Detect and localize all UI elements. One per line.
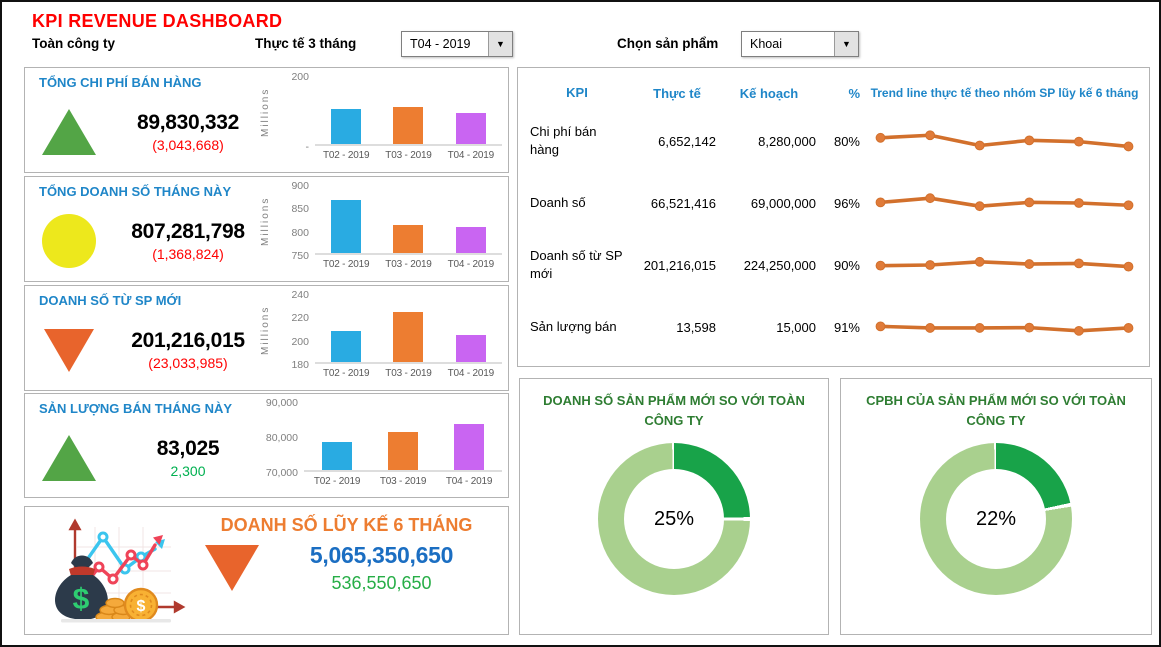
trend-sparkline-cost (868, 110, 1141, 172)
triangle-up-icon (35, 109, 103, 155)
y-axis-ticks: 900 850 800 750 (291, 180, 309, 262)
kpi-value: 89,830,332 (136, 111, 240, 134)
row-actual: 201,216,015 (643, 257, 716, 273)
bar-plot: T02 - 2019 T03 - 2019 T04 - 2019 (315, 76, 502, 166)
table-row: Sản lượng bán 13,598 15,000 91% (530, 296, 862, 358)
kpi-block: 83,025 2,300 (35, 424, 273, 492)
triangle-down-icon (197, 545, 267, 591)
kpi-card-title: TỔNG CHI PHÍ BÁN HÀNG (39, 75, 202, 90)
donut-percent-label: 22% (975, 507, 1017, 530)
row-percent: 96% (833, 195, 860, 211)
kpi-variance: (1,368,824) (152, 246, 224, 262)
kpi-block: 201,216,015 (23,033,985) (35, 316, 273, 384)
cumulative-revenue-card: $ $ DOANH SỐ LŨY KẾ 6 THÁNG 5,065,350,65… (24, 506, 509, 635)
kpi-variance: 2,300 (170, 463, 206, 479)
product-dropdown-value[interactable]: Khoai (742, 32, 834, 56)
row-name: Doanh số từ SP mới (530, 248, 623, 281)
column-header-percent: % (848, 85, 860, 101)
row-name: Doanh số (530, 195, 586, 211)
kpi-value: 83,025 (156, 437, 220, 460)
page-title: KPI REVENUE DASHBOARD (32, 11, 283, 31)
triangle-up-icon (35, 435, 103, 481)
column-header-actual: Thực tế (653, 85, 701, 101)
row-actual: 6,652,142 (658, 133, 716, 149)
row-plan: 69,000,000 (750, 195, 816, 211)
trend-sparkline-revenue (868, 172, 1141, 234)
month-dropdown-value[interactable]: T04 - 2019 (402, 32, 488, 56)
kpi-card-title: DOANH SỐ TỪ SP MỚI (39, 293, 182, 308)
kpi-card-title: SẢN LƯỢNG BÁN THÁNG NÀY (39, 401, 233, 416)
kpi-summary-panel: KPI Thực tế Kế hoạch % Chi phí bán hàng … (517, 67, 1150, 367)
bar-plot: T02 - 2019 T03 - 2019 T04 - 2019 (315, 294, 502, 384)
month-dropdown[interactable]: T04 - 2019 ▼ (401, 31, 513, 57)
y-axis-unit-label: Millions (260, 305, 271, 355)
donut-percent-label: 25% (653, 507, 695, 530)
kpi-table: KPI Thực tế Kế hoạch % Chi phí bán hàng … (530, 76, 862, 358)
product-dropdown[interactable]: Khoai ▼ (741, 31, 859, 57)
money-bag-illustration: $ $ (55, 518, 186, 623)
kpi-card-new-product-revenue: DOANH SỐ TỪ SP MỚI 201,216,015 (23,033,9… (24, 285, 509, 391)
kpi-variance: (3,043,668) (152, 137, 224, 153)
donut-chart-revenue-share: 25% (598, 443, 750, 596)
kpi-variance: (23,033,985) (148, 355, 228, 371)
row-name: Chi phí bán hàng (530, 124, 597, 157)
table-row: Doanh số từ SP mới 201,216,015 224,250,0… (530, 234, 862, 296)
chevron-down-icon[interactable]: ▼ (488, 32, 512, 56)
y-axis-unit-label: Millions (260, 87, 271, 137)
kpi-card-total-cost: TỔNG CHI PHÍ BÁN HÀNG 89,830,332 (3,043,… (24, 67, 509, 173)
kpi-card-title: TỔNG DOANH SỐ THÁNG NÀY (39, 184, 232, 199)
donut-chart-cost-share: 22% (920, 443, 1072, 596)
kpi-block: 89,830,332 (3,043,668) (35, 98, 273, 166)
row-percent: 91% (833, 319, 860, 335)
kpi-table-header: KPI Thực tế Kế hoạch % (530, 76, 862, 110)
donut-panel-revenue-share: DOANH SỐ SẢN PHẨM MỚI SO VỚI TOÀN CÔNG T… (519, 378, 829, 635)
bar-plot: T02 - 2019 T03 - 2019 T04 - 2019 (304, 402, 502, 492)
trend-lines-section: Trend line thực tế theo nhóm SP lũy kế 6… (868, 76, 1141, 358)
chevron-down-icon[interactable]: ▼ (834, 32, 858, 56)
row-actual: 66,521,416 (650, 195, 716, 211)
mini-bar-chart-volume: 90,000 80,000 70,000 T02 - 2019 T03 - 2019 T… (260, 397, 502, 494)
y-axis-ticks: 90,000 80,000 70,000 (265, 397, 298, 479)
table-row: Doanh số 66,521,416 69,000,000 96% (530, 172, 862, 234)
bar-plot: T02 - 2019 T03 - 2019 T04 - 2019 (315, 185, 502, 275)
kpi-card-sales-volume: SẢN LƯỢNG BÁN THÁNG NÀY 83,025 2,300 90,… (24, 393, 509, 498)
cumulative-value: 5,065,350,650 (309, 542, 454, 568)
trend-sparkline-new-product (868, 234, 1141, 296)
trend-sparkline-volume (868, 296, 1141, 358)
period-label: Thực tế 3 tháng (255, 36, 357, 51)
donut-title: CPBH CỦA SẢN PHẨM MỚI SO VỚI TOÀN CÔNG T… (866, 393, 1126, 429)
row-percent: 80% (833, 133, 860, 149)
mini-bar-chart-revenue: Millions 900 850 800 750 T02 - 2019 T03 - 20… (260, 180, 502, 277)
mini-bar-chart-new-product: Millions 240 220 200 180 T02 - 2019 T03 - 20… (260, 289, 502, 386)
donut-title: DOANH SỐ SẢN PHẨM MỚI SO VỚI TOÀN CÔNG T… (543, 393, 805, 429)
row-plan: 8,280,000 (758, 133, 816, 149)
triangle-down-icon (35, 328, 103, 372)
kpi-block: 807,281,798 (1,368,824) (35, 207, 273, 275)
kpi-card-total-revenue: TỔNG DOANH SỐ THÁNG NÀY 807,281,798 (1,3… (24, 176, 509, 282)
kpi-value: 201,216,015 (131, 329, 245, 352)
column-header-kpi: KPI (566, 85, 588, 101)
cumulative-variance: 536,550,650 (331, 573, 432, 593)
row-percent: 90% (833, 257, 860, 273)
svg-text:$: $ (73, 583, 90, 616)
cumulative-title: DOANH SỐ LŨY KẾ 6 THÁNG (220, 515, 473, 535)
column-header-plan: Kế hoạch (739, 85, 799, 101)
row-plan: 224,250,000 (743, 257, 816, 273)
row-name: Sản lượng bán (530, 319, 617, 335)
product-label: Chọn sản phẩm (617, 36, 719, 51)
row-plan: 15,000 (776, 319, 816, 335)
y-axis-ticks: 200- (291, 71, 309, 153)
scope-label: Toàn công ty (32, 36, 115, 51)
y-axis-ticks: 240 220 200 180 (291, 289, 309, 371)
svg-text:$: $ (137, 598, 146, 615)
table-row: Chi phí bán hàng 6,652,142 8,280,000 80% (530, 110, 862, 172)
mini-bar-chart-cost: Millions 200- T02 - 2019 T03 - 2019 T04 - … (260, 71, 502, 168)
circle-icon (35, 214, 103, 268)
row-actual: 13,598 (676, 319, 716, 335)
y-axis-unit-label: Millions (260, 196, 271, 246)
kpi-value: 807,281,798 (131, 220, 245, 243)
donut-panel-cost-share: CPBH CỦA SẢN PHẨM MỚI SO VỚI TOÀN CÔNG T… (840, 378, 1152, 635)
trend-title: Trend line thực tế theo nhóm SP lũy kế 6… (870, 86, 1139, 100)
